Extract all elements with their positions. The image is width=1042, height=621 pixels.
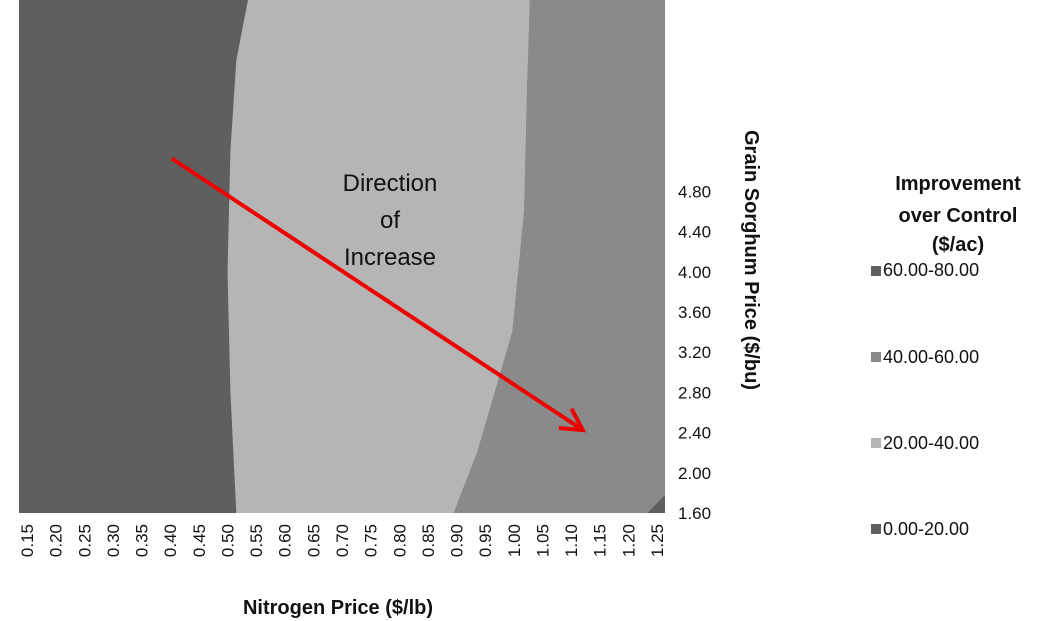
legend-label-60-80: 60.00-80.00 (883, 260, 979, 280)
y-tick-label: 4.80 (678, 182, 711, 201)
x-tick-label: 0.80 (390, 524, 409, 557)
x-tick-label: 0.15 (18, 524, 37, 557)
legend-swatch-60-80 (871, 266, 881, 276)
y-axis-ticks: 1.60 2.00 2.40 2.80 3.20 3.60 4.00 4.40 4.80 (678, 182, 711, 523)
x-tick-label: 1.05 (533, 524, 552, 557)
x-tick-label: 0.45 (190, 524, 209, 557)
annotation-line-1: Direction (343, 170, 438, 197)
x-tick-label: 1.00 (505, 524, 524, 557)
legend-swatch-20-40 (871, 438, 881, 448)
annotation-line-3: Increase (344, 244, 436, 271)
y-tick-label: 1.60 (678, 504, 711, 523)
region-40-60 (453, 0, 665, 513)
x-axis-ticks: 0.15 0.20 0.25 0.30 0.35 0.40 0.45 0.50 0.55 0.60… (18, 524, 667, 557)
x-tick-label: 0.85 (419, 524, 438, 557)
x-tick-label: 0.55 (247, 524, 266, 557)
x-tick-label: 1.10 (562, 524, 581, 557)
x-tick-label: 0.35 (133, 524, 152, 557)
x-tick-label: 0.90 (448, 524, 467, 557)
x-tick-label: 0.30 (104, 524, 123, 557)
legend-title-line-1: Improvement (895, 173, 1021, 195)
legend-label-0-20: 0.00-20.00 (883, 519, 969, 539)
annotation-line-2: of (380, 207, 400, 234)
region-0-20 (647, 494, 665, 513)
legend-title-line-3: ($/ac) (932, 234, 984, 256)
x-axis-title: Nitrogen Price ($/lb) (243, 597, 433, 619)
legend-label-40-60: 40.00-60.00 (883, 347, 979, 367)
legend-label-20-40: 20.00-40.00 (883, 433, 979, 453)
legend-title-line-2: over Control (899, 205, 1018, 227)
x-tick-label: 1.20 (619, 524, 638, 557)
x-tick-label: 0.40 (161, 524, 180, 557)
x-tick-label: 0.20 (47, 524, 66, 557)
direction-arrow (170, 156, 584, 432)
x-tick-label: 1.25 (648, 524, 667, 557)
x-tick-label: 0.65 (304, 524, 323, 557)
y-tick-label: 2.80 (678, 383, 711, 402)
x-tick-label: 0.70 (333, 524, 352, 557)
x-tick-label: 0.50 (218, 524, 237, 557)
y-tick-label: 4.00 (678, 263, 711, 282)
y-axis-title: Grain Sorghum Price ($/bu) (740, 130, 762, 390)
y-tick-label: 3.20 (678, 343, 711, 362)
legend: Improvement over Control ($/ac) 60.00-80… (871, 173, 1021, 539)
x-tick-label: 0.60 (276, 524, 295, 557)
direction-arrowhead (558, 407, 587, 433)
x-tick-label: 0.75 (362, 524, 381, 557)
legend-swatch-0-20 (871, 524, 881, 534)
x-tick-label: 0.25 (75, 524, 94, 557)
x-tick-label: 1.15 (591, 524, 610, 557)
legend-swatch-40-60 (871, 352, 881, 362)
y-tick-label: 3.60 (678, 303, 711, 322)
plot-area: Direction of Increase (19, 0, 665, 513)
y-tick-label: 2.00 (678, 464, 711, 483)
region-20-40 (227, 0, 530, 513)
x-tick-label: 0.95 (476, 524, 495, 557)
y-tick-label: 2.40 (678, 424, 711, 443)
y-tick-label: 4.40 (678, 223, 711, 242)
